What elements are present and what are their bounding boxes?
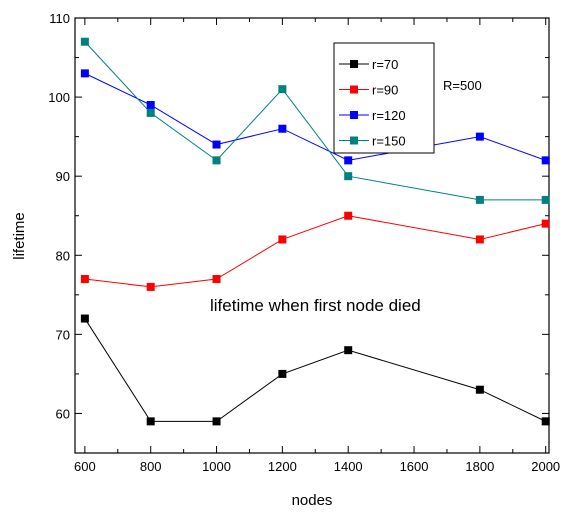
data-point-marker [146,108,155,117]
y-tick-label: 90 [56,169,70,184]
x-tick-labels: 600 800 1000 1200 1400 1600 1800 2000 [74,459,560,474]
x-tick-label: 1800 [465,459,494,474]
legend-label: r=70 [372,57,398,72]
data-point-marker [475,235,484,244]
data-point-marker [541,417,550,426]
data-point-marker [212,417,221,426]
legend-marker [350,60,358,68]
annotation-r500: R=500 [443,78,482,93]
data-point-marker [278,124,287,133]
data-point-marker [541,195,550,204]
legend-marker [350,85,358,94]
data-point-marker [344,211,353,220]
data-point-marker [475,132,484,141]
data-point-marker [344,346,353,355]
data-point-marker [212,140,221,149]
x-tick-label: 800 [140,459,162,474]
x-axis-label: nodes [292,492,333,509]
data-point-marker [146,282,155,291]
legend-label: r=90 [372,83,398,98]
series-markers [80,37,550,426]
series-line [84,215,546,288]
data-point-marker [344,172,353,181]
series-lines [84,41,546,422]
axis-ticks [75,17,549,454]
y-tick-label: 100 [48,90,70,105]
y-tick-label: 70 [56,327,70,342]
data-point-marker [475,195,484,204]
y-tick-label: 60 [56,406,70,421]
x-tick-label: 1000 [202,459,231,474]
series-line [84,41,546,201]
data-point-marker [278,85,287,94]
y-tick-label: 80 [56,248,70,263]
legend-label: r=150 [372,134,406,149]
data-point-marker [80,69,89,78]
data-point-marker [541,219,550,228]
data-point-marker [475,385,484,394]
data-point-marker [212,275,221,283]
data-point-marker [278,235,287,244]
x-tick-label: 1200 [268,459,297,474]
data-point-marker [146,417,155,426]
x-tick-label: 1600 [400,459,429,474]
legend: r=70 r=90 r=120 r=150 [333,42,435,154]
x-tick-label: 1400 [334,459,363,474]
y-tick-label: 110 [49,11,70,26]
x-tick-label: 600 [74,459,96,474]
series-line [84,318,546,422]
y-axis-label: lifetime [11,212,28,260]
data-point-marker [80,314,89,323]
legend-label: r=120 [372,108,406,123]
data-point-marker [541,156,550,165]
data-point-marker [344,156,353,165]
data-point-marker [146,101,155,109]
annotation-lifetime-first-node-died: lifetime when first node died [210,296,421,315]
x-tick-label: 2000 [531,459,560,474]
data-point-marker [80,37,89,46]
data-point-marker [212,156,221,165]
data-point-marker [278,369,287,378]
y-tick-labels: 60 70 80 90 100 110 [48,11,70,421]
plot-area-frame [74,17,550,454]
legend-marker [350,136,358,145]
data-point-marker [80,275,89,283]
legend-items: r=70 r=90 r=120 r=150 [339,57,406,149]
legend-marker [350,111,358,119]
